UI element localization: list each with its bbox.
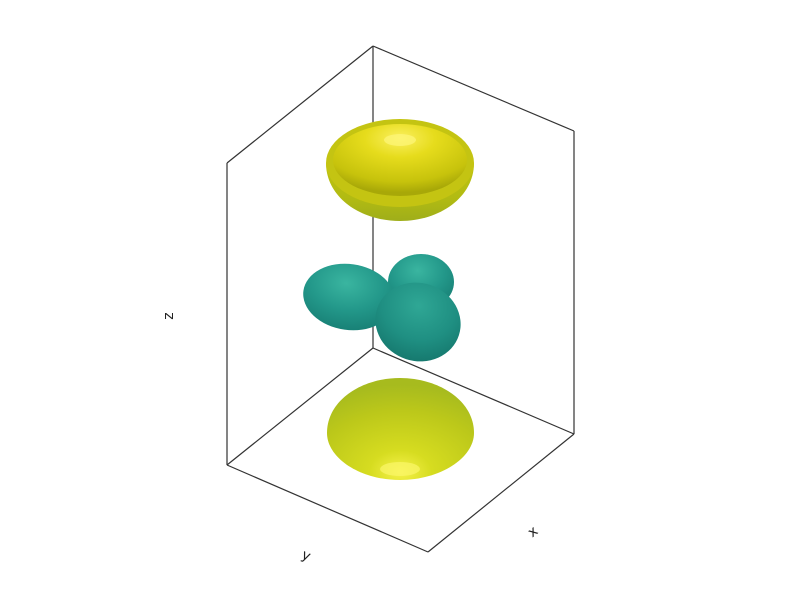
lower-lobe (327, 378, 474, 480)
y-axis-label: y (299, 547, 313, 565)
box-edge (427, 433, 575, 553)
bounding-box-front (226, 131, 575, 553)
box-edge (372, 347, 575, 435)
upper-lobe (326, 119, 474, 221)
box-edge (226, 347, 374, 466)
box-edge (372, 45, 575, 132)
box-edge (226, 464, 429, 553)
teal-lobe-left (303, 263, 395, 331)
x-axis-label: x (525, 523, 541, 541)
z-axis-label: z (161, 312, 177, 319)
teal-lobe-front (375, 282, 461, 362)
box-edge (226, 45, 374, 164)
middle-lobes (303, 254, 461, 362)
